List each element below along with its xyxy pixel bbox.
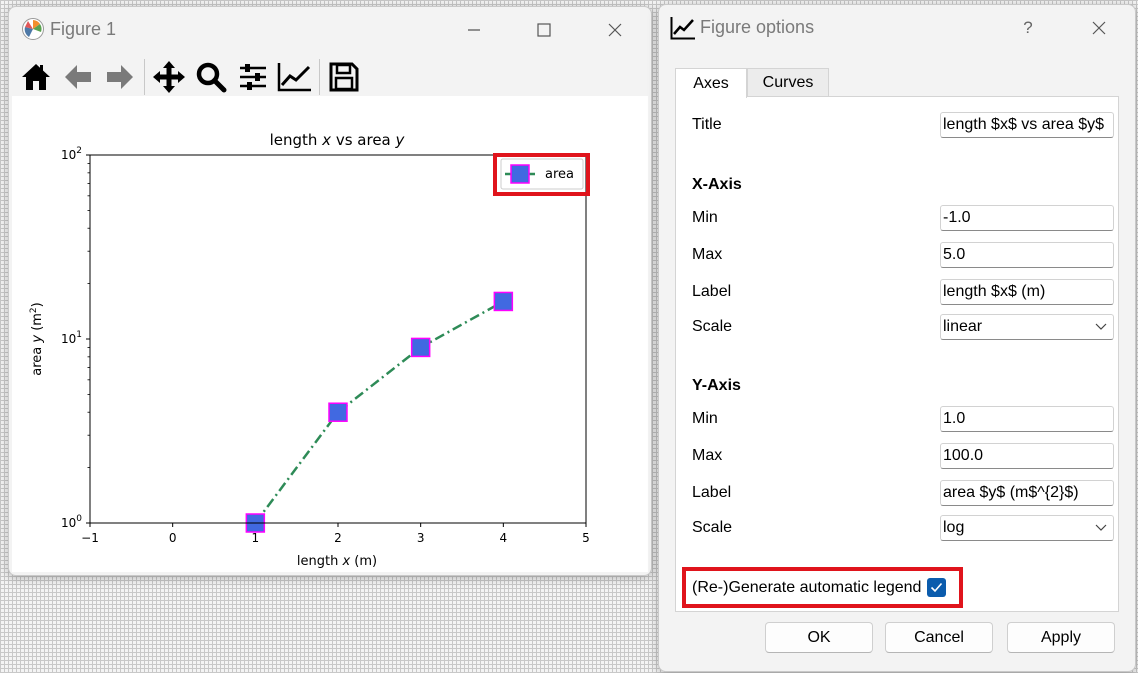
- x-max-field[interactable]: 5.0: [940, 242, 1114, 268]
- title-field[interactable]: length $x$ vs area $y$: [940, 112, 1114, 138]
- legend-highlight-box: [493, 153, 590, 196]
- y-scale-value: log: [943, 519, 965, 536]
- series-line-area: [254, 300, 504, 524]
- data-point-marker: [410, 337, 431, 358]
- customize-icon: [277, 63, 311, 92]
- data-point-marker: [328, 402, 348, 422]
- pan-icon: [153, 61, 185, 93]
- y-min-field[interactable]: 1.0: [940, 406, 1114, 432]
- subplots-button[interactable]: [232, 56, 274, 98]
- figure-window: Figure 1: [8, 6, 652, 576]
- legend-marker: [510, 164, 530, 184]
- chevron-down-icon: [1095, 516, 1107, 540]
- dialog-close-button[interactable]: [1076, 5, 1122, 51]
- legend-checkbox[interactable]: [927, 578, 946, 597]
- y-axis-ticks: 100 101 102: [61, 146, 90, 530]
- x-scale-select[interactable]: linear: [940, 314, 1114, 340]
- y-tick-label: 100: [61, 514, 82, 530]
- x-tick-label: 5: [582, 531, 590, 545]
- x-scale-value: linear: [943, 318, 983, 335]
- y-label-field[interactable]: area $y$ (m$^{2}$): [940, 480, 1114, 506]
- ok-button[interactable]: OK: [765, 622, 873, 653]
- x-axis-header: X-Axis: [692, 176, 742, 193]
- minimize-icon: [468, 29, 480, 31]
- close-icon: [1092, 21, 1106, 35]
- y-tick-label: 102: [61, 146, 82, 162]
- forward-button[interactable]: [99, 56, 141, 98]
- figure-canvas[interactable]: length x vs area y −1 0 1 2 3 4 5 100 101 102 le…: [12, 96, 648, 572]
- figure-window-title: Figure 1: [50, 19, 117, 39]
- x-min-label: Min: [692, 209, 718, 226]
- plot-frame: [89, 154, 587, 524]
- title-label: Title: [692, 116, 722, 133]
- x-axis-ticks: −1 0 1 2 3 4 5: [81, 523, 590, 545]
- toolbar-separator: [144, 59, 145, 95]
- legend-option-highlight-box: [682, 567, 963, 608]
- zoom-icon: [196, 62, 227, 93]
- toolbar-separator: [319, 59, 320, 95]
- x-tick-label: 4: [500, 531, 508, 545]
- x-max-label: Max: [692, 246, 723, 263]
- matplotlib-logo-icon: [21, 17, 45, 45]
- customize-icon: [670, 16, 696, 44]
- x-tick-label: 0: [169, 531, 177, 545]
- back-button[interactable]: [57, 56, 99, 98]
- x-label-label: Label: [692, 283, 732, 300]
- x-label-field[interactable]: length $x$ (m): [940, 279, 1114, 305]
- legend-label: area: [545, 167, 574, 182]
- home-icon: [22, 64, 50, 90]
- cancel-button[interactable]: Cancel: [885, 622, 993, 653]
- legend: area: [500, 158, 584, 190]
- y-label-label: Label: [692, 484, 732, 501]
- y-axis-label: area y (m2): [29, 302, 45, 376]
- tab-bar: Axes Curves: [675, 68, 829, 98]
- y-max-label: Max: [692, 447, 723, 464]
- save-button[interactable]: [323, 56, 365, 98]
- y-max-field[interactable]: 100.0: [940, 443, 1114, 469]
- y-axis-header: Y-Axis: [692, 377, 741, 394]
- x-axis-label: length x (m): [297, 554, 377, 569]
- save-icon: [329, 62, 359, 92]
- y-tick-label: 101: [61, 330, 82, 346]
- apply-button[interactable]: Apply: [1007, 622, 1115, 653]
- y-scale-label: Scale: [692, 519, 733, 536]
- forward-icon: [107, 65, 133, 89]
- x-tick-label: 2: [334, 531, 342, 545]
- customize-button[interactable]: [274, 56, 316, 98]
- dialog-title: Figure options: [700, 17, 815, 37]
- back-icon: [65, 65, 91, 89]
- legend-checkbox-label: (Re-)Generate automatic legend: [692, 579, 922, 596]
- plot-series: [245, 291, 514, 533]
- minimize-button[interactable]: [451, 7, 497, 53]
- home-button[interactable]: [15, 56, 57, 98]
- x-scale-label: Scale: [692, 318, 733, 335]
- help-button[interactable]: ?: [1005, 5, 1051, 51]
- help-label: ?: [1023, 18, 1033, 37]
- pan-button[interactable]: [148, 56, 190, 98]
- figure-options-dialog: Figure options ? Axes Curves Title lengt…: [658, 4, 1136, 672]
- dialog-titlebar: Figure options ?: [659, 5, 1135, 51]
- checkmark-icon: [930, 582, 943, 593]
- chevron-down-icon: [1095, 315, 1107, 339]
- maximize-icon: [537, 23, 551, 37]
- data-point-marker: [493, 291, 514, 312]
- subplots-icon: [240, 64, 266, 90]
- axes-tab-panel: Title length $x$ vs area $y$ X-Axis Min …: [675, 96, 1119, 612]
- y-min-label: Min: [692, 410, 718, 427]
- zoom-button[interactable]: [190, 56, 232, 98]
- maximize-button[interactable]: [521, 7, 567, 53]
- x-min-field[interactable]: -1.0: [940, 205, 1114, 231]
- x-tick-label: 3: [417, 531, 425, 545]
- navigation-toolbar: [9, 53, 651, 101]
- tab-curves[interactable]: Curves: [747, 68, 829, 96]
- x-tick-label: 1: [252, 531, 260, 545]
- chart: length x vs area y −1 0 1 2 3 4 5 100 101 102 le…: [29, 131, 590, 569]
- close-icon: [608, 23, 622, 37]
- chart-title: length x vs area y: [270, 131, 406, 149]
- figure-titlebar: Figure 1: [9, 7, 651, 53]
- y-scale-select[interactable]: log: [940, 515, 1114, 541]
- tab-axes[interactable]: Axes: [675, 68, 747, 98]
- x-tick-label: −1: [81, 531, 99, 545]
- close-button[interactable]: [592, 7, 638, 53]
